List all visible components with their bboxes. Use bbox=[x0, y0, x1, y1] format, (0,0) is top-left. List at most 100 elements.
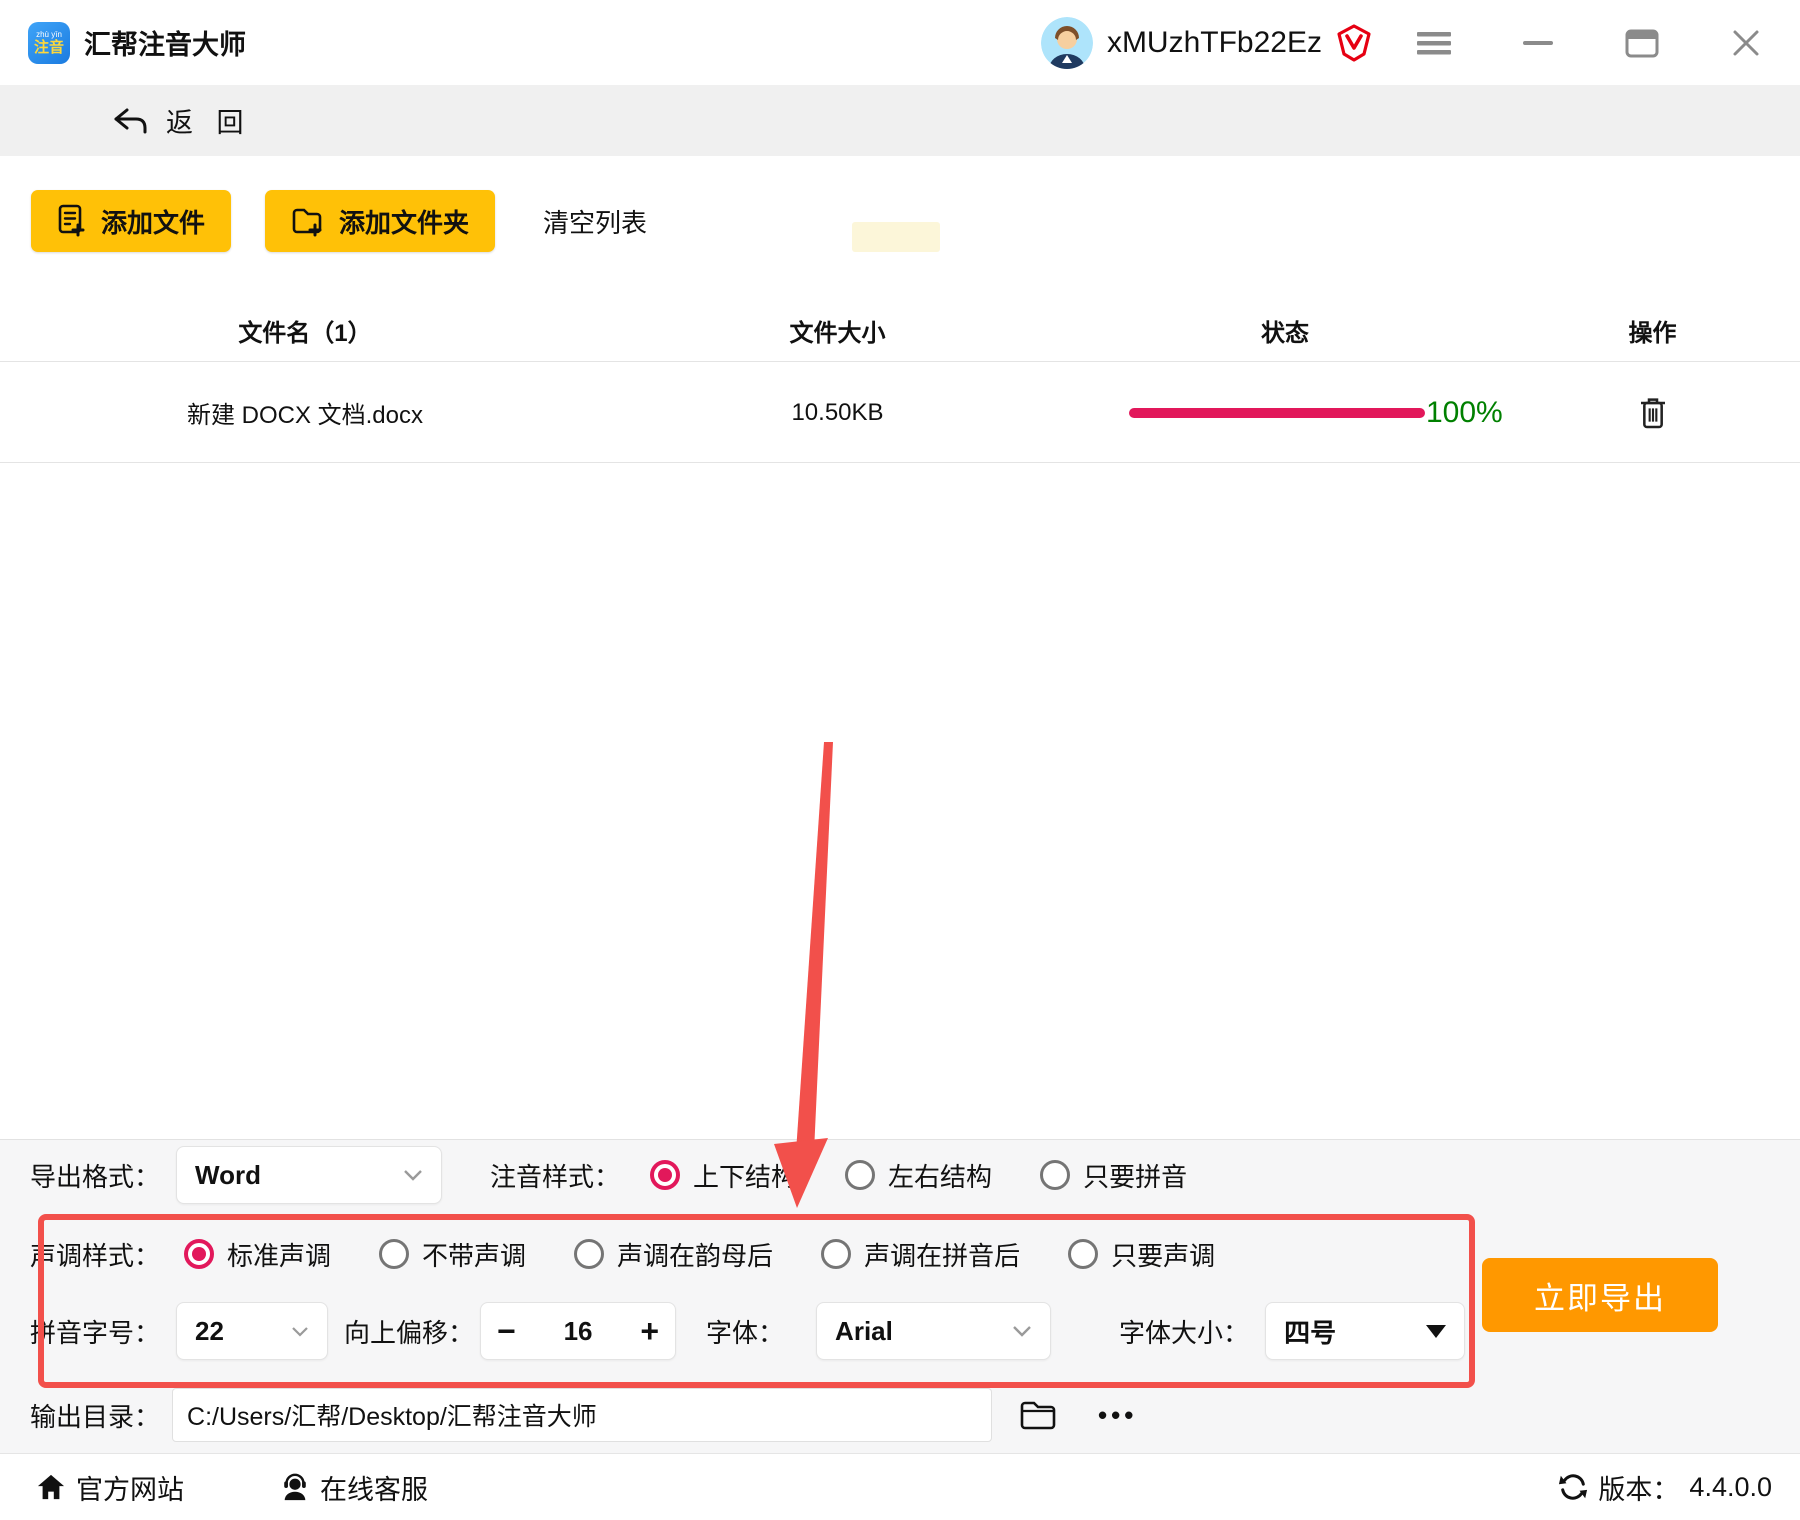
progress-percent: 100% bbox=[1426, 395, 1503, 429]
home-icon bbox=[36, 1473, 66, 1501]
back-icon bbox=[112, 105, 150, 137]
chevron-down-icon bbox=[291, 1326, 309, 1337]
radio-icon[interactable] bbox=[184, 1239, 215, 1269]
minus-icon[interactable]: − bbox=[497, 1313, 516, 1349]
radio-icon[interactable] bbox=[821, 1239, 852, 1269]
radio-label: 不带声调 bbox=[422, 1240, 527, 1271]
radio-tone-after-pinyin[interactable]: 声调在拼音后 bbox=[821, 1236, 1020, 1273]
offset-value[interactable]: 16 bbox=[563, 1315, 593, 1346]
col-filename: 文件名（1） bbox=[238, 320, 372, 347]
radio-icon[interactable] bbox=[379, 1239, 410, 1269]
customer-service-icon bbox=[280, 1472, 310, 1502]
vip-icon[interactable] bbox=[1334, 23, 1374, 63]
app-logo-text: 注音 bbox=[33, 38, 64, 56]
highlight-smudge bbox=[852, 222, 940, 252]
official-site-link[interactable]: 官方网站 bbox=[36, 1468, 184, 1507]
radio-icon[interactable] bbox=[574, 1239, 605, 1269]
back-label: 返 回 bbox=[166, 108, 252, 138]
export-now-button[interactable]: 立即导出 bbox=[1482, 1258, 1718, 1332]
radio-tone-only[interactable]: 只要声调 bbox=[1068, 1236, 1215, 1273]
radio-icon[interactable] bbox=[1040, 1160, 1071, 1190]
username: xMUzhTFb22Ez bbox=[1106, 25, 1322, 59]
pinyin-size-select[interactable]: 22 bbox=[176, 1302, 329, 1360]
radio-zhuyin-pinyinonly[interactable]: 只要拼音 bbox=[1040, 1157, 1187, 1194]
back-bar: 返 回 bbox=[0, 85, 1800, 156]
avatar[interactable] bbox=[1040, 16, 1093, 69]
zhuyin-style-label: 注音样式： bbox=[490, 1161, 621, 1192]
chevron-down-icon bbox=[403, 1169, 423, 1181]
close-icon[interactable] bbox=[1726, 23, 1766, 63]
radio-tone-after-final[interactable]: 声调在韵母后 bbox=[574, 1236, 773, 1273]
font-size-select[interactable]: 四号 bbox=[1265, 1302, 1466, 1360]
add-file-label: 添加文件 bbox=[101, 207, 206, 238]
trash-icon bbox=[1640, 397, 1665, 428]
table-header: 文件名（1） 文件大小 状态 操作 bbox=[0, 300, 1800, 362]
app-logo-pinyin: zhù yīn bbox=[36, 29, 62, 39]
settings-panel: 导出格式： Word 注音样式： 上下结构 左右结构 只要拼音 声调样式： 标准… bbox=[0, 1139, 1800, 1453]
radio-icon[interactable] bbox=[1068, 1239, 1099, 1269]
progress-bar-fill bbox=[1129, 407, 1425, 418]
footer: 官方网站 在线客服 版本： 4.4.0.0 bbox=[0, 1453, 1800, 1520]
clear-list-button[interactable]: 清空列表 bbox=[543, 207, 648, 238]
radio-zhuyin-updown[interactable]: 上下结构 bbox=[650, 1157, 797, 1194]
radio-label: 标准声调 bbox=[227, 1240, 332, 1271]
refresh-icon[interactable] bbox=[1558, 1472, 1588, 1502]
add-file-button[interactable]: 添加文件 bbox=[31, 190, 232, 252]
minimize-icon[interactable] bbox=[1518, 23, 1558, 63]
toolbar: 添加文件 添加文件夹 清空列表 bbox=[31, 190, 647, 252]
col-status: 状态 bbox=[1261, 320, 1309, 347]
radio-tone-none[interactable]: 不带声调 bbox=[379, 1236, 526, 1273]
maximize-icon[interactable] bbox=[1622, 23, 1662, 63]
file-list-area: 添加文件 添加文件夹 清空列表 文件名（1） 文件大小 状态 操作 新建 DOC… bbox=[0, 156, 1800, 1139]
output-dir-label: 输出目录： bbox=[30, 1401, 161, 1432]
radio-label: 左右结构 bbox=[888, 1161, 993, 1192]
table-row: 新建 DOCX 文档.docx 10.50KB 100% bbox=[0, 363, 1800, 463]
radio-label: 声调在拼音后 bbox=[864, 1240, 1021, 1271]
font-select[interactable]: Arial bbox=[816, 1302, 1052, 1360]
file-status: 100% bbox=[1065, 396, 1505, 430]
version-value: 4.4.0.0 bbox=[1689, 1471, 1772, 1502]
official-site-label: 官方网站 bbox=[76, 1474, 184, 1505]
progress-bar bbox=[1129, 407, 1425, 418]
export-format-value: Word bbox=[195, 1159, 261, 1190]
plus-icon[interactable]: + bbox=[640, 1313, 660, 1349]
radio-icon[interactable] bbox=[650, 1160, 681, 1190]
radio-label: 声调在韵母后 bbox=[617, 1240, 774, 1271]
online-service-label: 在线客服 bbox=[320, 1474, 428, 1505]
titlebar: zhù yīn 注音 汇帮注音大师 xMUzhTFb22Ez bbox=[0, 0, 1800, 85]
app-title: 汇帮注音大师 bbox=[84, 30, 246, 60]
font-value: Arial bbox=[835, 1315, 893, 1346]
caret-down-icon bbox=[1426, 1324, 1447, 1338]
offset-stepper: − 16 + bbox=[480, 1302, 677, 1360]
version-label: 版本： bbox=[1598, 1474, 1680, 1505]
file-name: 新建 DOCX 文档.docx bbox=[186, 402, 424, 429]
radio-label: 只要声调 bbox=[1111, 1240, 1216, 1271]
browse-folder-button[interactable] bbox=[1018, 1398, 1058, 1432]
back-button[interactable]: 返 回 bbox=[112, 101, 252, 140]
radio-zhuyin-leftright[interactable]: 左右结构 bbox=[845, 1157, 992, 1194]
radio-label: 上下结构 bbox=[693, 1161, 798, 1192]
more-options-button[interactable]: ••• bbox=[1098, 1399, 1138, 1430]
radio-label: 只要拼音 bbox=[1083, 1161, 1188, 1192]
menu-icon[interactable] bbox=[1414, 23, 1454, 63]
file-size: 10.50KB bbox=[791, 398, 884, 426]
add-folder-icon bbox=[291, 204, 325, 238]
pinyin-size-label: 拼音字号： bbox=[30, 1317, 161, 1348]
app-logo-icon: zhù yīn 注音 bbox=[28, 21, 70, 64]
online-service-link[interactable]: 在线客服 bbox=[280, 1468, 428, 1507]
font-size-label: 字体大小： bbox=[1119, 1317, 1250, 1348]
col-operation: 操作 bbox=[1628, 320, 1677, 347]
radio-tone-standard[interactable]: 标准声调 bbox=[184, 1236, 331, 1273]
add-folder-button[interactable]: 添加文件夹 bbox=[265, 190, 496, 252]
chevron-down-icon bbox=[1012, 1325, 1032, 1337]
font-label: 字体： bbox=[706, 1317, 785, 1348]
offset-label: 向上偏移： bbox=[344, 1317, 475, 1348]
output-dir-input[interactable] bbox=[172, 1388, 993, 1442]
export-format-label: 导出格式： bbox=[30, 1161, 161, 1192]
add-folder-label: 添加文件夹 bbox=[339, 207, 470, 238]
add-file-icon bbox=[57, 204, 87, 238]
pinyin-size-value: 22 bbox=[195, 1315, 224, 1346]
radio-icon[interactable] bbox=[845, 1160, 876, 1190]
delete-button[interactable] bbox=[1637, 395, 1669, 431]
export-format-select[interactable]: Word bbox=[176, 1146, 443, 1204]
